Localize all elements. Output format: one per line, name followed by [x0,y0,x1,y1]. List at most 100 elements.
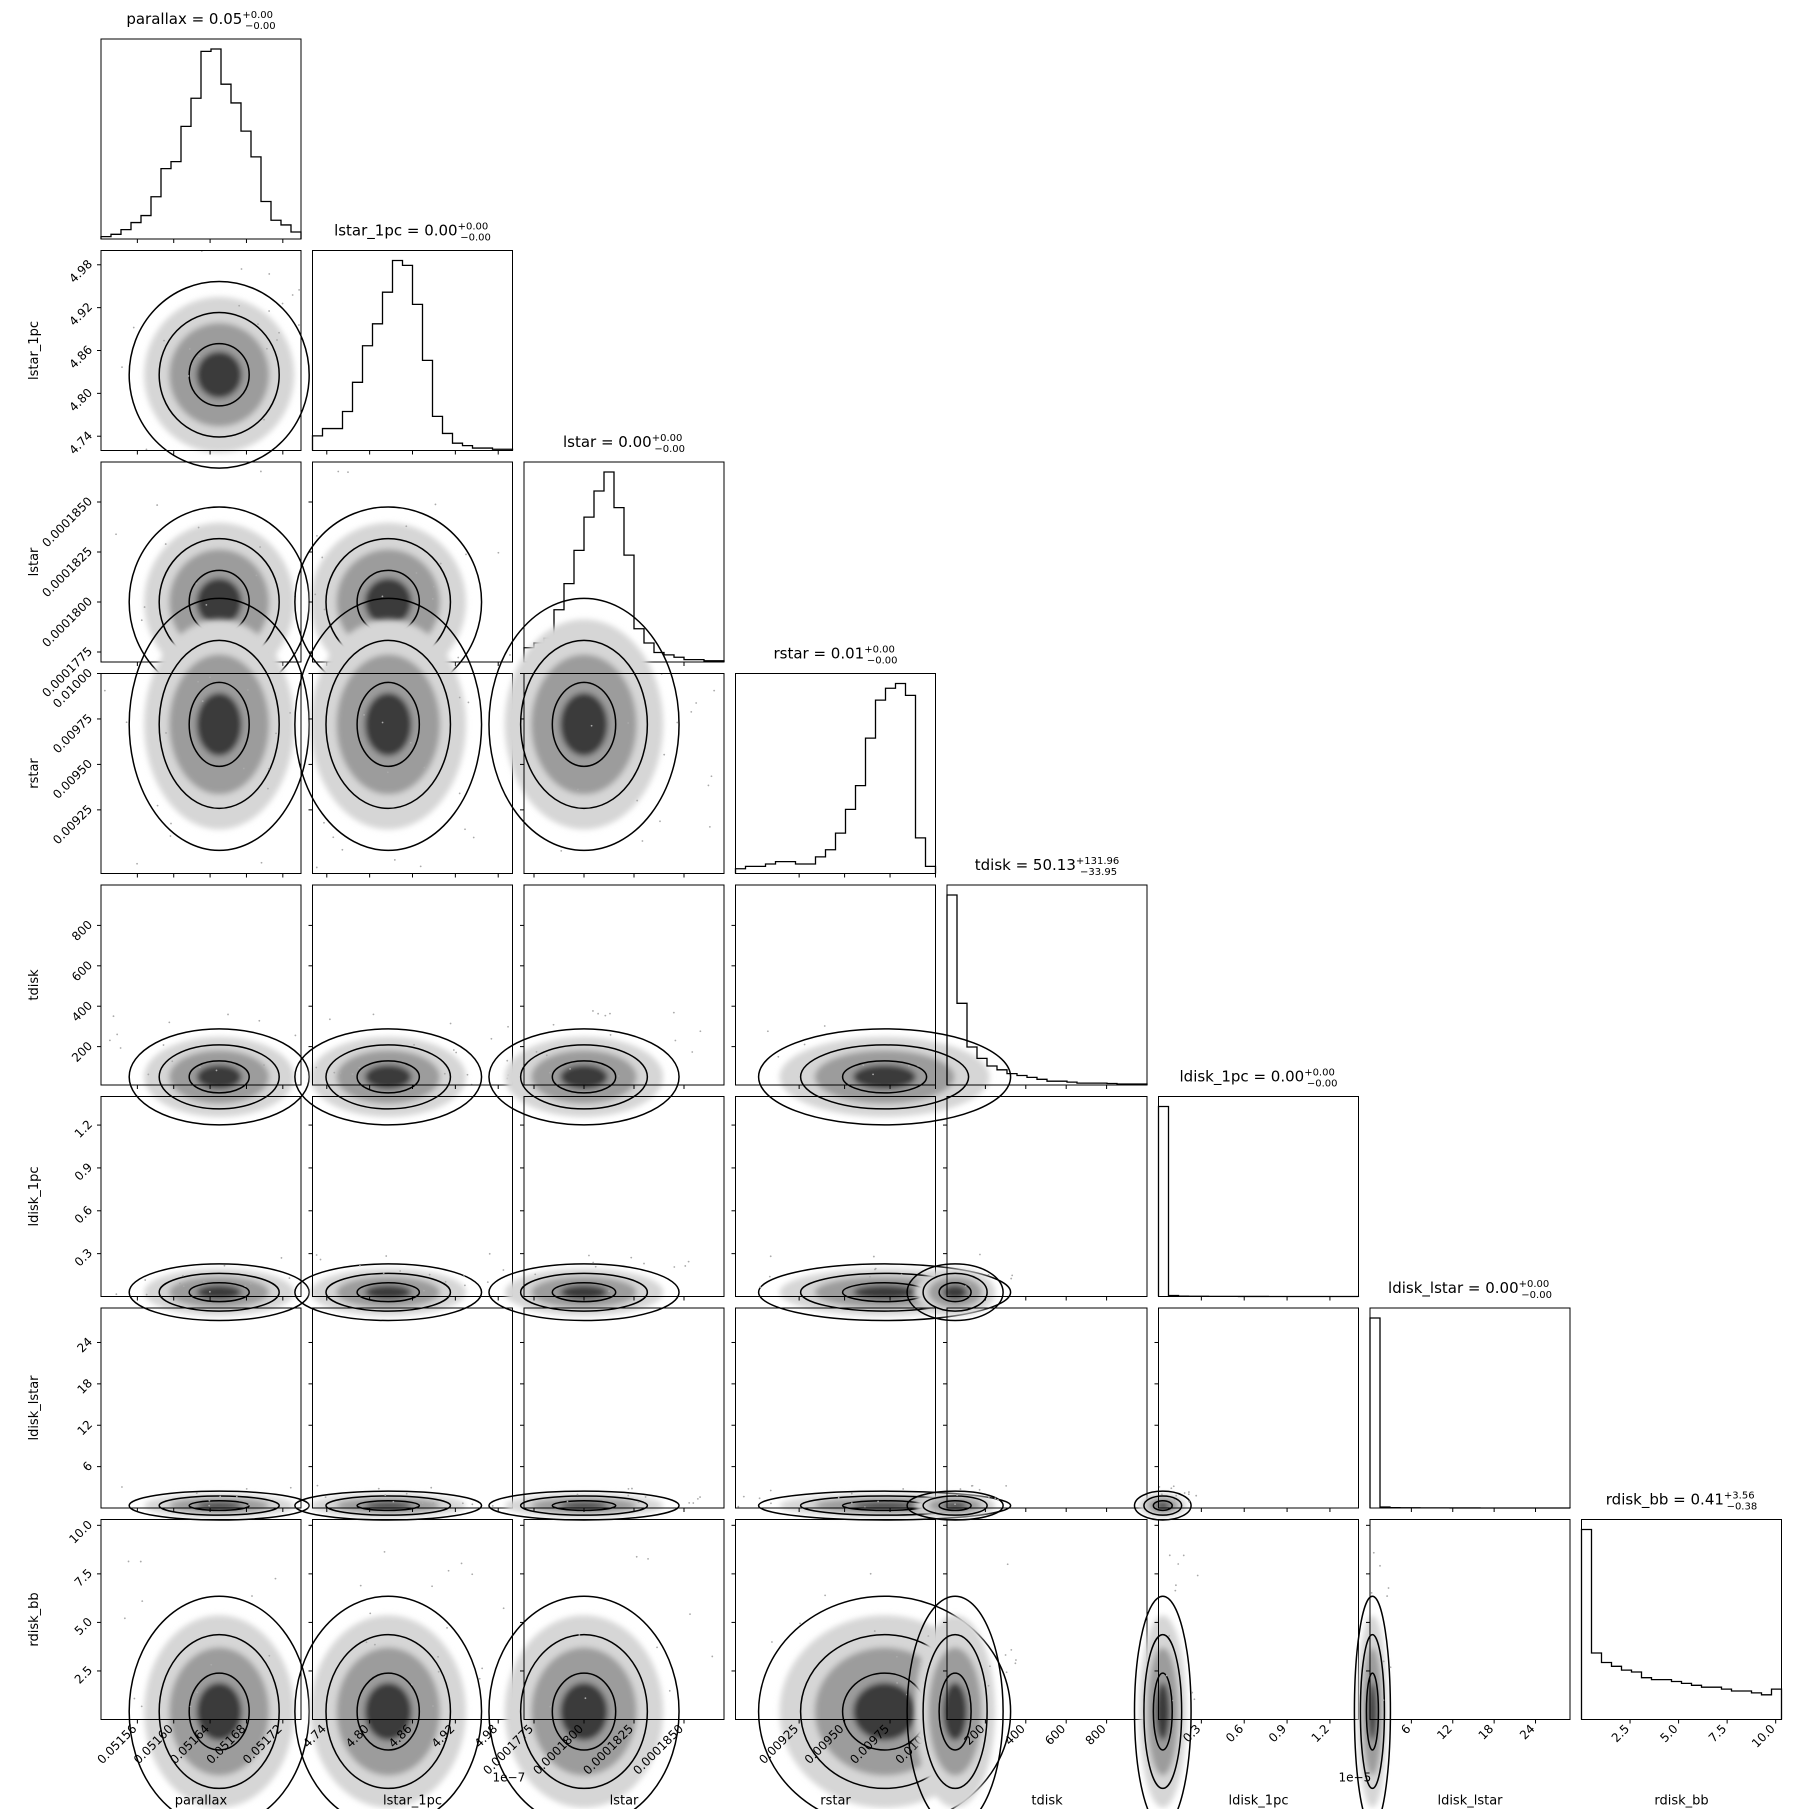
y-axis-label-ldisk_lstar: ldisk_lstar [27,1375,42,1441]
panel-frame [523,1307,725,1509]
y-tick-label-tdisk: 800 [69,918,95,944]
contour-2 [1359,1633,1386,1790]
contour-1 [757,1263,1012,1322]
contour-1 [1133,1595,1192,1809]
contour-3 [841,1060,928,1094]
panel-frame [946,884,1148,1086]
panel-frame [312,1096,513,1297]
density-rstar-lstar [504,619,664,830]
panel-rdisk_bb-vs-tdisk: 200 400 600 800 [906,1519,1148,1809]
panel-ldisk_lstar-vs-tdisk [906,1307,1148,1521]
panel-ldisk_lstar-vs-lstar_1pc [294,1307,513,1521]
panel-parallax-vs-parallax: parallax = 0.05+0.00 −0.00 [100,10,302,243]
x-tick-label-rdisk_bb: 2.5 [1609,1722,1632,1745]
density-rstar-lstar_1pc [310,619,466,830]
y-tick-label-tdisk: 200 [69,1039,95,1065]
panel-frame [1158,1519,1359,1720]
contour-3 [188,1060,250,1094]
panel-ldisk_1pc-vs-lstar_1pc [294,1096,513,1322]
contour-1 [128,1595,310,1809]
panel-frame [1369,1519,1571,1720]
offset-label-lstar_1pc: 1e−7 [493,1771,526,1785]
panel-rdisk_bb-vs-lstar_1pc: 4.74 4.80 4.86 4.92 4.98 [294,1519,513,1809]
contour-2 [158,311,280,438]
panel-frame [523,1519,725,1720]
x-tick-label-ldisk_lstar: 24 [1517,1722,1538,1743]
y-tick-label-rdisk_bb: 10.0 [66,1518,95,1547]
panel-frame [523,673,725,874]
contour-3 [356,1672,421,1751]
x-tick-label-ldisk_1pc: 0.9 [1266,1722,1289,1745]
density-ldisk_1pc-lstar_1pc [310,1268,466,1316]
histogram-tdisk [946,894,1148,1085]
title-lstar: lstar = 0.00+0.00 −0.00 [563,433,685,455]
contour-3 [551,681,617,768]
panel-tdisk-vs-parallax: 200 400 600 800 [69,884,310,1126]
y-tick-label-ldisk_lstar: 24 [74,1335,95,1356]
panel-ldisk_1pc-vs-lstar [488,1096,725,1322]
contour-3 [188,681,250,768]
x-axis-label-tdisk: tdisk [1031,1794,1063,1809]
contour-3 [188,1282,250,1303]
density-ldisk_lstar-tdisk [915,1493,996,1518]
y-axis-label-ldisk_1pc: ldisk_1pc [27,1167,42,1227]
contour-3 [1152,1500,1173,1512]
panel-ldisk_1pc-vs-tdisk [906,1096,1148,1322]
panel-tdisk-vs-lstar_1pc [294,884,513,1126]
x-axis-label-ldisk_lstar: ldisk_lstar [1437,1794,1503,1809]
contour-1 [294,1263,483,1322]
y-tick-label-lstar: 0.0001850 [39,494,95,550]
y-axis-label-lstar: lstar [27,547,42,576]
contour-1 [488,1028,680,1126]
x-axis-label-rdisk_bb: rdisk_bb [1654,1794,1708,1809]
contour-1 [128,1028,310,1126]
title-rdisk_bb: rdisk_bb = 0.41+3.56 −0.38 [1606,1491,1757,1513]
panel-frame [100,1519,302,1720]
contour-2 [922,1495,988,1516]
y-axis-label-tdisk: tdisk [27,969,42,1001]
panel-lstar_1pc-vs-lstar_1pc: lstar_1pc = 0.00+0.00 −0.00 [311,222,514,455]
density-ldisk_lstar-ldisk_1pc [1139,1493,1187,1518]
contour-2 [158,1633,280,1790]
histogram-rdisk_bb [1580,1528,1783,1720]
contour-3 [188,342,250,407]
panel-frame [946,1519,1148,1720]
panel-frame [1581,1519,1782,1720]
contour-1 [294,1028,483,1126]
y-tick-label-rstar: 0.00925 [50,802,95,847]
contour-3 [551,1672,617,1751]
density-tdisk-rstar [779,1036,990,1117]
title-ldisk_lstar: ldisk_lstar = 0.00+0.00 −0.00 [1388,1279,1552,1301]
title-ldisk_1pc: ldisk_1pc = 0.00+0.00 −0.00 [1180,1068,1338,1090]
contour-1 [757,1595,1012,1809]
x-tick-label-rdisk_bb: 7.5 [1706,1722,1729,1745]
y-tick-label-rdisk_bb: 7.5 [72,1566,95,1589]
density-rdisk_bb-lstar_1pc [310,1615,466,1808]
histogram-rstar [734,682,937,874]
y-tick-label-rdisk_bb: 5.0 [72,1615,95,1638]
density-ldisk_lstar-lstar_1pc [310,1493,466,1518]
contour-1 [488,1263,680,1322]
y-tick-label-tdisk: 400 [69,998,95,1024]
contour-2 [922,1633,988,1790]
title-lstar_1pc: lstar_1pc = 0.00+0.00 −0.00 [334,222,491,244]
contour-2 [325,1044,452,1110]
histogram-parallax [100,48,302,239]
panel-frame [100,884,302,1086]
panel-frame [523,884,725,1086]
contour-2 [325,1272,452,1312]
panel-frame [946,1307,1148,1509]
contour-3 [356,681,421,768]
offset-label-ldisk_1pc: 1e−5 [1339,1771,1372,1785]
title-parallax: parallax = 0.05+0.00 −0.00 [126,10,275,32]
density-lstar_1pc-parallax [144,297,295,453]
contour-1 [294,597,483,852]
panel-ldisk_lstar-vs-ldisk_1pc [1133,1307,1359,1521]
title-tdisk: tdisk = 50.13+131.96 −33.95 [975,856,1120,878]
panel-frame [100,1096,302,1297]
panel-frame [735,1519,936,1720]
x-tick-label-ldisk_lstar: 18 [1476,1722,1497,1743]
contour-2 [519,639,649,810]
density-ldisk_lstar-lstar [504,1493,664,1518]
